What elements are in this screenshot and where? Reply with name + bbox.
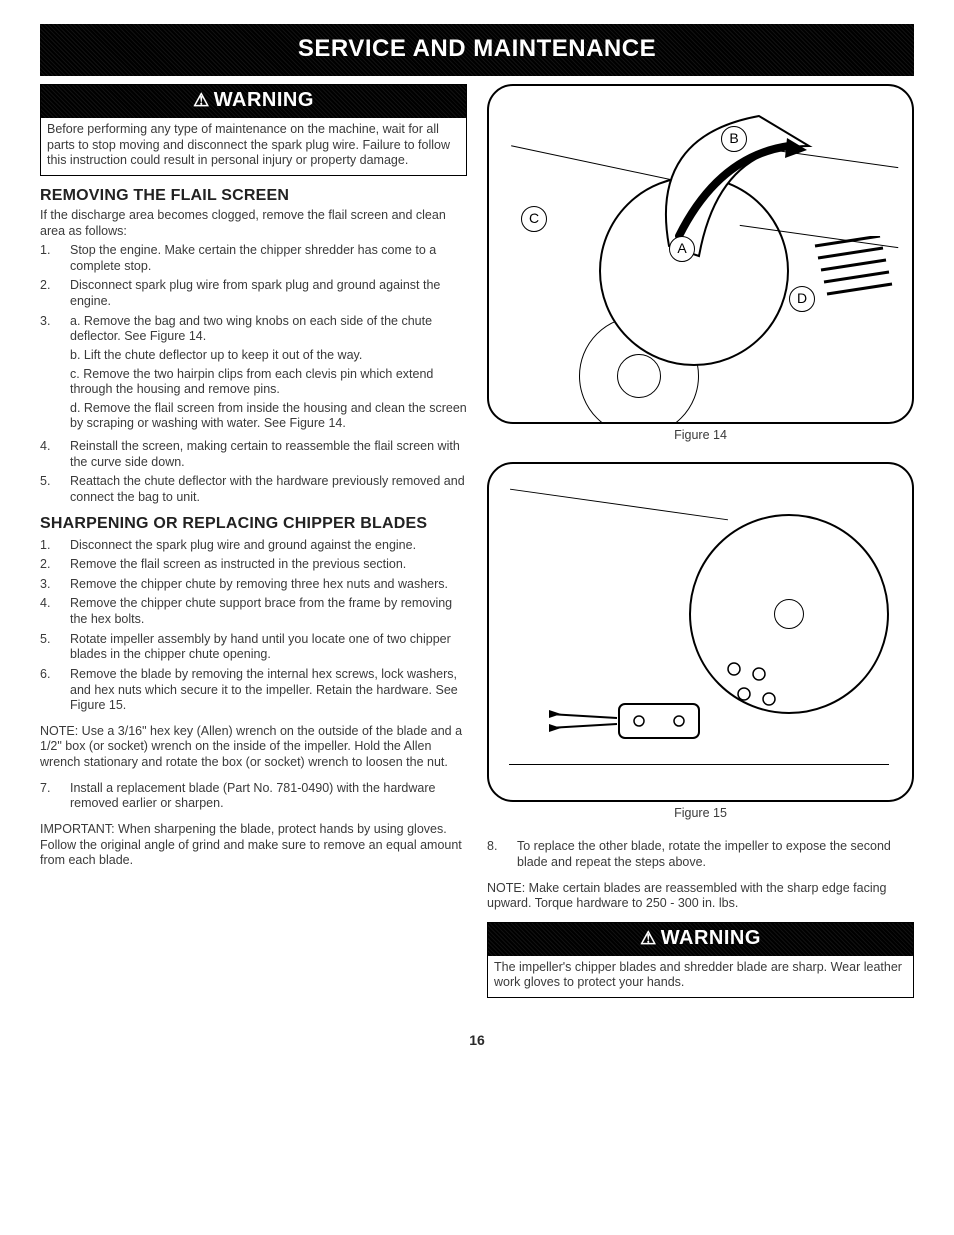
list-item: 7.Install a replacement blade (Part No. … bbox=[40, 781, 467, 812]
warning-body-text: The impeller's chipper blades and shredd… bbox=[488, 956, 913, 997]
list-item: 2.Disconnect spark plug wire from spark … bbox=[40, 278, 467, 309]
list-item: 3. a. Remove the bag and two wing knobs … bbox=[40, 314, 467, 435]
figure-art-grille bbox=[810, 236, 900, 306]
list-text: Reinstall the screen, making certain to … bbox=[70, 439, 467, 470]
list-text: Disconnect spark plug wire from spark pl… bbox=[70, 278, 467, 309]
blades-step-7: 7.Install a replacement blade (Part No. … bbox=[40, 781, 467, 812]
blades-note: NOTE: Use a 3/16" hex key (Allen) wrench… bbox=[40, 724, 467, 771]
warning-box-bottom: ⚠WARNING The impeller's chipper blades a… bbox=[487, 922, 914, 998]
blades-step-8: 8.To replace the other blade, rotate the… bbox=[487, 839, 914, 870]
figure-art-bracket bbox=[549, 684, 729, 754]
right-note: NOTE: Make certain blades are reassemble… bbox=[487, 881, 914, 912]
warning-label: WARNING bbox=[661, 927, 761, 949]
figure-14-caption: Figure 14 bbox=[487, 428, 914, 444]
right-column: B C A D Figure 14 bbox=[487, 84, 914, 1008]
list-text: Remove the blade by removing the interna… bbox=[70, 667, 467, 714]
list-item: 8.To replace the other blade, rotate the… bbox=[487, 839, 914, 870]
list-text: Install a replacement blade (Part No. 78… bbox=[70, 781, 467, 812]
figure-art-line bbox=[510, 488, 728, 520]
figure-art-bolts bbox=[719, 654, 799, 714]
warning-box-top: ⚠WARNING Before performing any type of m… bbox=[40, 84, 467, 176]
warning-triangle-icon: ⚠ bbox=[193, 89, 210, 112]
section-title-blades: SHARPENING OR REPLACING CHIPPER BLADES bbox=[40, 514, 467, 534]
section-title-flail: REMOVING THE FLAIL SCREEN bbox=[40, 186, 467, 206]
figure-art-center bbox=[774, 599, 804, 629]
callout-d: D bbox=[789, 286, 815, 312]
two-column-layout: ⚠WARNING Before performing any type of m… bbox=[40, 84, 914, 1008]
warning-label: WARNING bbox=[214, 89, 314, 111]
warning-triangle-icon: ⚠ bbox=[640, 927, 657, 950]
list-text: Disconnect the spark plug wire and groun… bbox=[70, 538, 467, 554]
blades-important: IMPORTANT: When sharpening the blade, pr… bbox=[40, 822, 467, 869]
list-item: 3.Remove the chipper chute by removing t… bbox=[40, 577, 467, 593]
list-text: Rotate impeller assembly by hand until y… bbox=[70, 632, 467, 663]
list-sub-d: d. Remove the flail screen from inside t… bbox=[70, 401, 467, 432]
flail-steps-list: 1.Stop the engine. Make certain the chip… bbox=[40, 243, 467, 505]
warning-header: ⚠WARNING bbox=[41, 85, 466, 118]
list-text: a. Remove the bag and two wing knobs on … bbox=[70, 314, 467, 435]
list-text: To replace the other blade, rotate the i… bbox=[517, 839, 914, 870]
list-text: Remove the chipper chute by removing thr… bbox=[70, 577, 467, 593]
list-item: 6.Remove the blade by removing the inter… bbox=[40, 667, 467, 714]
list-item: 1.Disconnect the spark plug wire and gro… bbox=[40, 538, 467, 554]
warning-header: ⚠WARNING bbox=[488, 923, 913, 956]
list-text: Remove the flail screen as instructed in… bbox=[70, 557, 467, 573]
page-number: 16 bbox=[40, 1032, 914, 1050]
figure-art-line bbox=[509, 764, 889, 765]
list-text: Reattach the chute deflector with the ha… bbox=[70, 474, 467, 505]
list-item: 5.Rotate impeller assembly by hand until… bbox=[40, 632, 467, 663]
figure-art-hub bbox=[617, 354, 661, 398]
page-banner: SERVICE AND MAINTENANCE bbox=[40, 24, 914, 76]
list-item: 4.Remove the chipper chute support brace… bbox=[40, 596, 467, 627]
left-column: ⚠WARNING Before performing any type of m… bbox=[40, 84, 467, 1008]
list-sub-a: a. Remove the bag and two wing knobs on … bbox=[70, 314, 432, 344]
figure-15-caption: Figure 15 bbox=[487, 806, 914, 822]
list-text: Remove the chipper chute support brace f… bbox=[70, 596, 467, 627]
figure-14-frame: B C A D bbox=[487, 84, 914, 424]
sublist: b. Lift the chute deflector up to keep i… bbox=[70, 348, 467, 432]
section-intro-flail: If the discharge area becomes clogged, r… bbox=[40, 208, 467, 239]
callout-a: A bbox=[669, 236, 695, 262]
callout-b: B bbox=[721, 126, 747, 152]
list-item: 1.Stop the engine. Make certain the chip… bbox=[40, 243, 467, 274]
figure-15-frame bbox=[487, 462, 914, 802]
blades-steps-list: 1.Disconnect the spark plug wire and gro… bbox=[40, 538, 467, 714]
list-text: Stop the engine. Make certain the chippe… bbox=[70, 243, 467, 274]
warning-body-text: Before performing any type of maintenanc… bbox=[41, 118, 466, 175]
callout-c: C bbox=[521, 206, 547, 232]
list-sub-b: b. Lift the chute deflector up to keep i… bbox=[70, 348, 467, 364]
list-item: 5.Reattach the chute deflector with the … bbox=[40, 474, 467, 505]
list-sub-c: c. Remove the two hairpin clips from eac… bbox=[70, 367, 467, 398]
list-item: 2.Remove the flail screen as instructed … bbox=[40, 557, 467, 573]
list-item: 4.Reinstall the screen, making certain t… bbox=[40, 439, 467, 470]
